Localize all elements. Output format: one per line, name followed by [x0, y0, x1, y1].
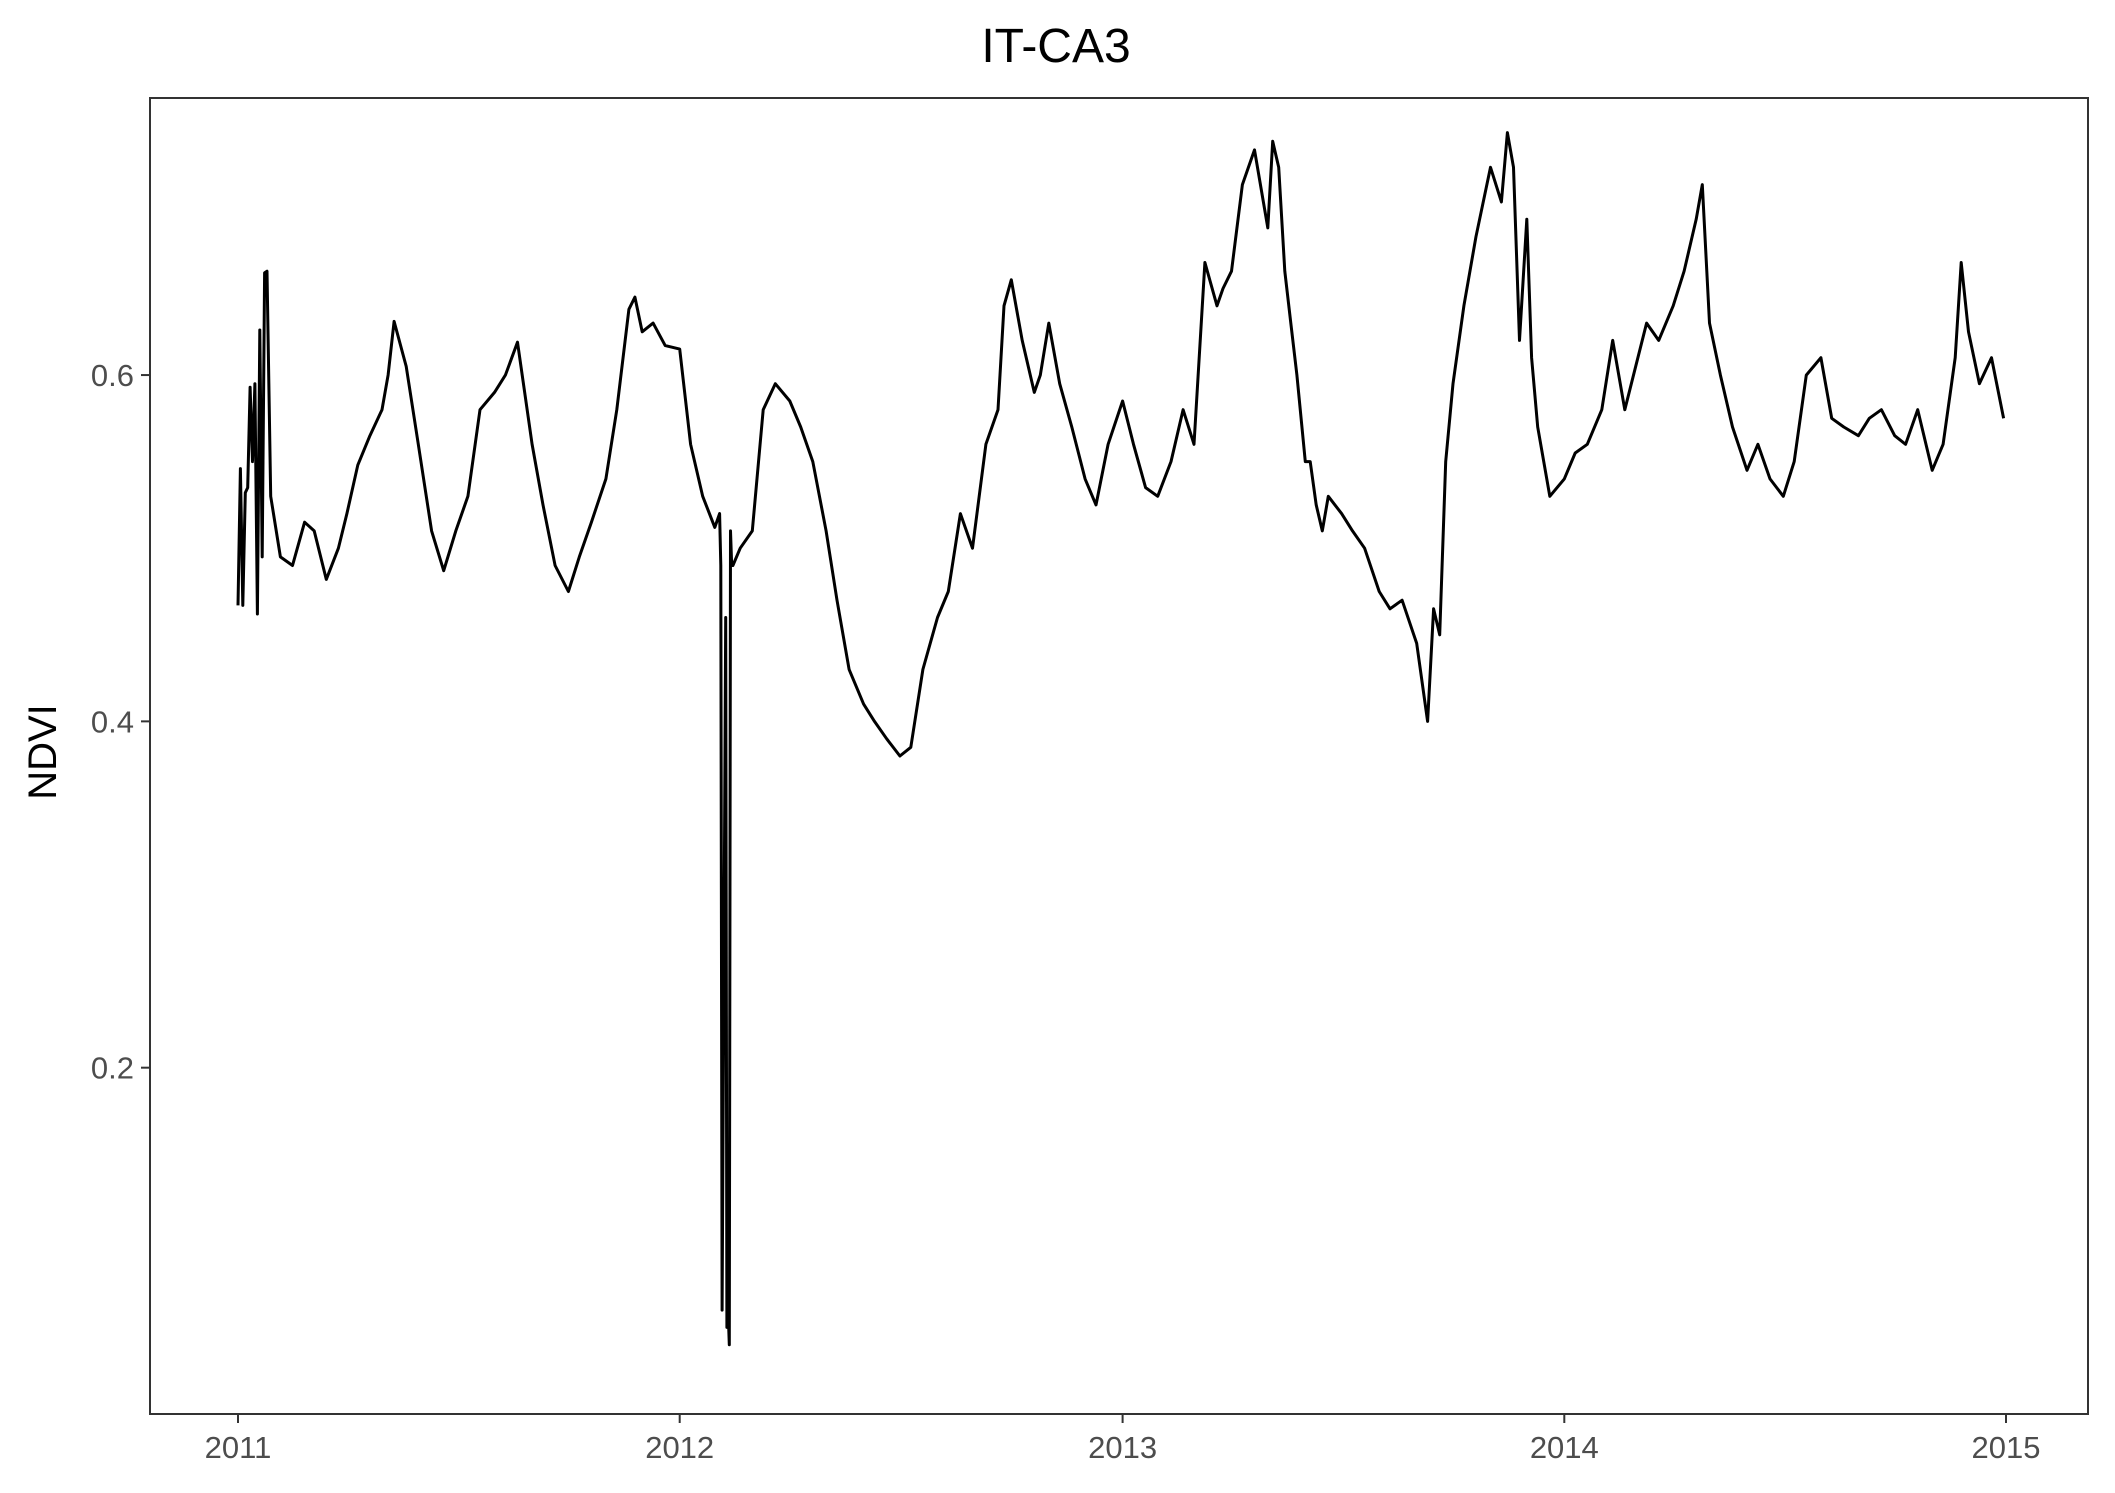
- chart-title: IT-CA3: [981, 20, 1130, 73]
- y-tick-label: 0.2: [91, 1051, 134, 1086]
- plot-area: 0.2 0.4 0.6 2011 2012 2013 2014 2015: [91, 97, 2089, 1465]
- y-axis-label: NDVI: [21, 704, 65, 800]
- x-tick-label: 2011: [205, 1430, 272, 1465]
- ndvi-series-line: [236, 131, 2006, 1347]
- x-tick-label: 2015: [1972, 1430, 2041, 1465]
- plot-panel-border: [149, 97, 2089, 1415]
- x-tick-label: 2012: [645, 1430, 714, 1465]
- x-tick-label: 2014: [1530, 1430, 1599, 1465]
- y-tick-label: 0.4: [91, 704, 134, 739]
- y-tick-label: 0.6: [91, 358, 134, 393]
- x-tick-label: 2013: [1088, 1430, 1157, 1465]
